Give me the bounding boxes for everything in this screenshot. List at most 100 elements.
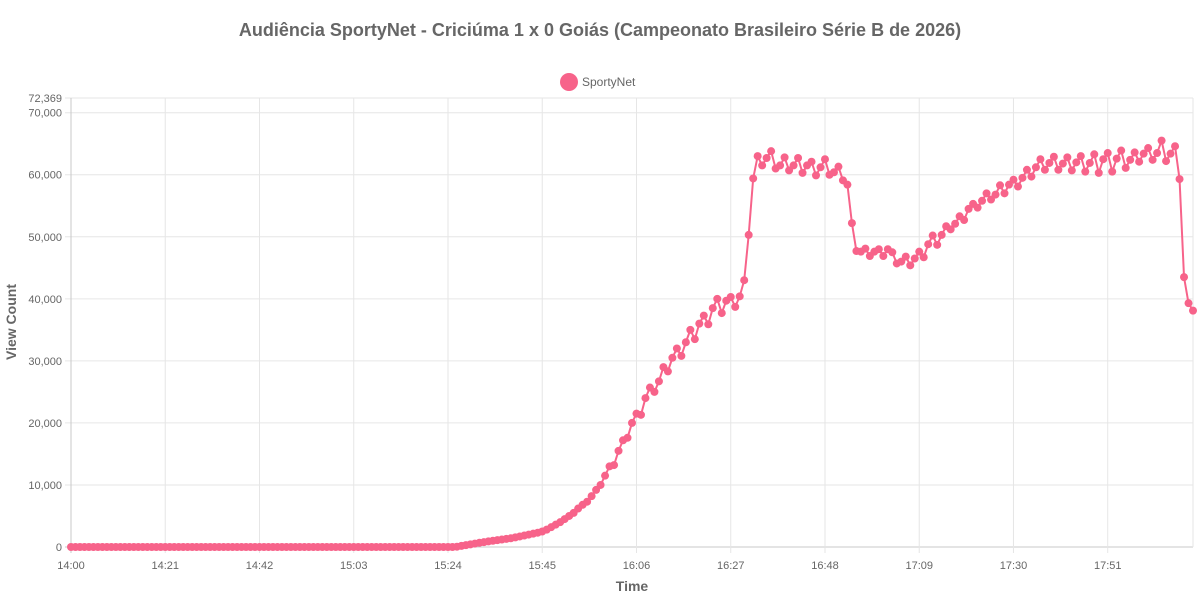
data-point[interactable] <box>812 171 821 180</box>
data-point[interactable] <box>713 294 722 303</box>
data-point[interactable] <box>906 261 915 270</box>
data-point[interactable] <box>807 157 816 166</box>
data-point[interactable] <box>726 292 735 301</box>
data-point[interactable] <box>861 244 870 253</box>
data-point[interactable] <box>937 230 946 239</box>
data-point[interactable] <box>1054 165 1063 174</box>
data-point[interactable] <box>789 161 798 170</box>
data-point[interactable] <box>919 253 928 262</box>
data-point[interactable] <box>641 394 650 403</box>
data-point[interactable] <box>901 252 910 261</box>
data-point[interactable] <box>690 335 699 344</box>
data-point[interactable] <box>1090 150 1099 159</box>
data-point[interactable] <box>668 353 677 362</box>
data-point[interactable] <box>1135 157 1144 166</box>
data-point[interactable] <box>910 254 919 263</box>
data-point[interactable] <box>928 231 937 240</box>
data-point[interactable] <box>1130 148 1139 157</box>
data-point[interactable] <box>834 162 843 171</box>
data-point[interactable] <box>1139 149 1148 158</box>
data-point[interactable] <box>623 433 632 442</box>
data-point[interactable] <box>1076 152 1085 161</box>
data-point[interactable] <box>672 344 681 353</box>
data-point[interactable] <box>978 196 987 205</box>
data-point[interactable] <box>1189 306 1197 315</box>
data-point[interactable] <box>843 180 852 189</box>
data-point[interactable] <box>596 480 605 489</box>
data-point[interactable] <box>1013 182 1022 191</box>
data-point[interactable] <box>1027 172 1036 181</box>
data-point[interactable] <box>776 161 785 170</box>
data-point[interactable] <box>816 163 825 172</box>
data-point[interactable] <box>650 387 659 396</box>
data-point[interactable] <box>1022 165 1031 174</box>
data-point[interactable] <box>717 309 726 318</box>
data-point[interactable] <box>681 338 690 347</box>
data-point[interactable] <box>1184 299 1193 308</box>
data-point[interactable] <box>1040 165 1049 174</box>
data-point[interactable] <box>636 410 645 419</box>
data-point[interactable] <box>1031 163 1040 172</box>
data-point[interactable] <box>1072 158 1081 167</box>
data-point[interactable] <box>991 190 1000 199</box>
data-point[interactable] <box>1049 152 1058 161</box>
data-point[interactable] <box>1148 155 1157 164</box>
data-point[interactable] <box>924 240 933 249</box>
legend[interactable]: SportyNet <box>560 73 636 91</box>
data-point[interactable] <box>982 189 991 198</box>
data-point[interactable] <box>758 161 767 170</box>
data-point[interactable] <box>762 153 771 162</box>
data-point[interactable] <box>654 377 663 386</box>
data-point[interactable] <box>704 320 713 329</box>
data-point[interactable] <box>798 168 807 177</box>
data-point[interactable] <box>794 153 803 162</box>
data-point[interactable] <box>587 492 596 501</box>
data-point[interactable] <box>1166 149 1175 158</box>
data-point[interactable] <box>749 174 758 183</box>
data-point[interactable] <box>1018 173 1027 182</box>
data-point[interactable] <box>610 461 619 470</box>
data-point[interactable] <box>1009 175 1018 184</box>
data-point[interactable] <box>1157 136 1166 145</box>
data-point[interactable] <box>1045 158 1054 167</box>
data-point[interactable] <box>1112 154 1121 163</box>
data-point[interactable] <box>874 245 883 254</box>
data-point[interactable] <box>1144 144 1153 153</box>
data-point[interactable] <box>677 351 686 360</box>
data-point[interactable] <box>888 248 897 257</box>
data-point[interactable] <box>1081 167 1090 176</box>
data-point[interactable] <box>847 219 856 228</box>
data-point[interactable] <box>1063 153 1072 162</box>
data-point[interactable] <box>1058 159 1067 168</box>
data-point[interactable] <box>996 181 1005 190</box>
data-point[interactable] <box>735 292 744 301</box>
data-point[interactable] <box>699 311 708 320</box>
data-point[interactable] <box>1162 157 1171 166</box>
data-point[interactable] <box>767 147 776 156</box>
data-point[interactable] <box>1094 168 1103 177</box>
data-point[interactable] <box>879 252 888 261</box>
data-point[interactable] <box>829 168 838 177</box>
data-point[interactable] <box>686 325 695 334</box>
data-point[interactable] <box>951 219 960 228</box>
data-point[interactable] <box>695 319 704 328</box>
data-point[interactable] <box>708 304 717 313</box>
data-point[interactable] <box>583 497 592 506</box>
data-point[interactable] <box>1175 175 1184 184</box>
data-point[interactable] <box>973 203 982 212</box>
data-point[interactable] <box>780 153 789 162</box>
data-point[interactable] <box>601 471 610 480</box>
data-point[interactable] <box>1036 155 1045 164</box>
data-point[interactable] <box>915 247 924 256</box>
data-point[interactable] <box>753 152 762 161</box>
data-point[interactable] <box>1126 155 1135 164</box>
data-point[interactable] <box>1153 149 1162 158</box>
data-point[interactable] <box>1180 273 1189 282</box>
data-point[interactable] <box>1117 146 1126 155</box>
data-point[interactable] <box>946 225 955 234</box>
data-point[interactable] <box>744 230 753 239</box>
data-point[interactable] <box>1085 158 1094 167</box>
data-point[interactable] <box>1067 166 1076 175</box>
data-point[interactable] <box>740 276 749 285</box>
data-point[interactable] <box>1108 167 1117 176</box>
